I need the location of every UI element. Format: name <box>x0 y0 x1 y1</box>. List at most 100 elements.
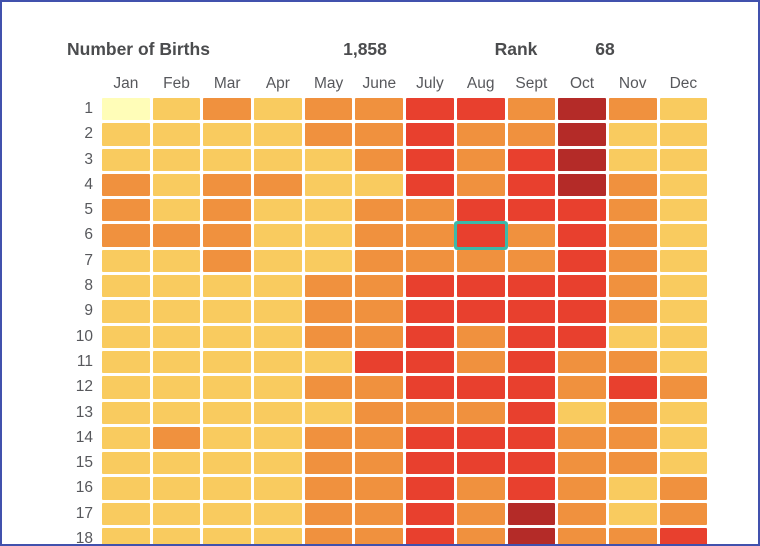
heatmap-cell[interactable] <box>203 477 252 500</box>
heatmap-cell[interactable] <box>608 376 657 399</box>
heatmap-cell[interactable] <box>355 123 404 146</box>
heatmap-cell[interactable] <box>355 275 404 298</box>
heatmap-cell[interactable] <box>456 502 505 526</box>
heatmap-cell[interactable] <box>203 426 252 450</box>
heatmap-cell[interactable] <box>355 350 404 374</box>
heatmap-cell[interactable] <box>152 350 201 374</box>
heatmap-cell[interactable] <box>102 350 150 374</box>
heatmap-cell[interactable] <box>507 249 556 273</box>
heatmap-cell[interactable] <box>456 477 505 500</box>
heatmap-cell[interactable] <box>203 98 252 121</box>
heatmap-cell[interactable] <box>355 249 404 273</box>
heatmap-cell[interactable] <box>558 249 606 273</box>
heatmap-cell[interactable] <box>608 224 657 247</box>
heatmap-cell[interactable] <box>558 401 606 424</box>
heatmap-cell[interactable] <box>254 173 302 197</box>
heatmap-cell[interactable] <box>558 300 606 323</box>
heatmap-cell[interactable] <box>608 452 657 475</box>
heatmap-cell[interactable] <box>152 401 201 424</box>
heatmap-cell[interactable] <box>456 528 505 544</box>
heatmap-cell[interactable] <box>507 528 556 544</box>
heatmap-cell[interactable] <box>659 401 708 424</box>
heatmap-cell[interactable] <box>406 224 454 247</box>
heatmap-cell[interactable] <box>608 401 657 424</box>
heatmap-cell[interactable] <box>659 528 708 544</box>
heatmap-cell[interactable] <box>608 123 657 146</box>
heatmap-cell[interactable] <box>355 376 404 399</box>
heatmap-cell[interactable] <box>102 452 150 475</box>
heatmap-cell[interactable] <box>456 376 505 399</box>
heatmap-cell[interactable] <box>558 199 606 222</box>
heatmap-cell[interactable] <box>152 98 201 121</box>
heatmap-cell[interactable] <box>304 401 353 424</box>
heatmap-cell[interactable] <box>507 98 556 121</box>
heatmap-cell[interactable] <box>456 401 505 424</box>
heatmap-cell[interactable] <box>304 376 353 399</box>
heatmap-cell[interactable] <box>254 98 302 121</box>
heatmap-cell[interactable] <box>304 123 353 146</box>
heatmap-cell[interactable] <box>102 401 150 424</box>
heatmap-cell[interactable] <box>304 224 353 247</box>
heatmap-cell[interactable] <box>558 173 606 197</box>
heatmap-cell[interactable] <box>203 224 252 247</box>
heatmap-cell[interactable] <box>254 401 302 424</box>
heatmap-cell[interactable] <box>152 376 201 399</box>
heatmap-cell[interactable] <box>102 249 150 273</box>
heatmap-cell[interactable] <box>507 199 556 222</box>
heatmap-cell[interactable] <box>558 325 606 348</box>
heatmap-cell[interactable] <box>406 350 454 374</box>
heatmap-cell[interactable] <box>254 224 302 247</box>
heatmap-cell[interactable] <box>152 426 201 450</box>
heatmap-cell[interactable] <box>406 123 454 146</box>
heatmap-cell[interactable] <box>254 148 302 171</box>
heatmap-cell[interactable] <box>304 300 353 323</box>
heatmap-cell[interactable] <box>659 502 708 526</box>
heatmap-cell[interactable] <box>355 173 404 197</box>
heatmap-cell[interactable] <box>507 300 556 323</box>
heatmap-cell[interactable] <box>152 502 201 526</box>
heatmap-cell[interactable] <box>558 275 606 298</box>
heatmap-cell[interactable] <box>304 477 353 500</box>
heatmap-cell[interactable] <box>254 528 302 544</box>
heatmap-cell[interactable] <box>355 401 404 424</box>
heatmap-cell[interactable] <box>608 477 657 500</box>
heatmap-cell[interactable] <box>558 148 606 171</box>
heatmap-cell[interactable] <box>203 123 252 146</box>
heatmap-cell[interactable] <box>102 275 150 298</box>
heatmap-cell[interactable] <box>355 477 404 500</box>
heatmap-cell[interactable] <box>152 199 201 222</box>
heatmap-cell[interactable] <box>406 148 454 171</box>
heatmap-cell[interactable] <box>608 199 657 222</box>
heatmap-cell[interactable] <box>304 350 353 374</box>
heatmap-cell[interactable] <box>608 275 657 298</box>
heatmap-cell[interactable] <box>507 401 556 424</box>
heatmap-cell[interactable] <box>102 376 150 399</box>
heatmap-cell[interactable] <box>254 325 302 348</box>
heatmap-cell[interactable] <box>203 199 252 222</box>
heatmap-cell[interactable] <box>102 224 150 247</box>
heatmap-cell[interactable] <box>304 275 353 298</box>
heatmap-cell[interactable] <box>203 528 252 544</box>
heatmap-cell[interactable] <box>456 148 505 171</box>
heatmap-cell[interactable] <box>406 477 454 500</box>
heatmap-cell[interactable] <box>608 426 657 450</box>
heatmap-cell[interactable] <box>659 224 708 247</box>
heatmap-cell[interactable] <box>507 224 556 247</box>
heatmap-cell[interactable] <box>507 452 556 475</box>
heatmap-cell[interactable] <box>304 173 353 197</box>
heatmap-cell[interactable] <box>102 98 150 121</box>
heatmap-cell[interactable] <box>608 325 657 348</box>
heatmap-cell[interactable] <box>203 452 252 475</box>
heatmap-cell[interactable] <box>152 148 201 171</box>
heatmap-cell[interactable] <box>203 401 252 424</box>
heatmap-cell[interactable] <box>456 350 505 374</box>
heatmap-cell[interactable] <box>203 173 252 197</box>
heatmap-cell[interactable] <box>152 528 201 544</box>
heatmap-cell[interactable] <box>254 275 302 298</box>
heatmap-cell[interactable] <box>406 300 454 323</box>
heatmap-cell[interactable] <box>507 350 556 374</box>
heatmap-cell[interactable] <box>355 528 404 544</box>
heatmap-cell[interactable] <box>406 98 454 121</box>
heatmap-cell[interactable] <box>355 452 404 475</box>
heatmap-cell[interactable] <box>558 452 606 475</box>
